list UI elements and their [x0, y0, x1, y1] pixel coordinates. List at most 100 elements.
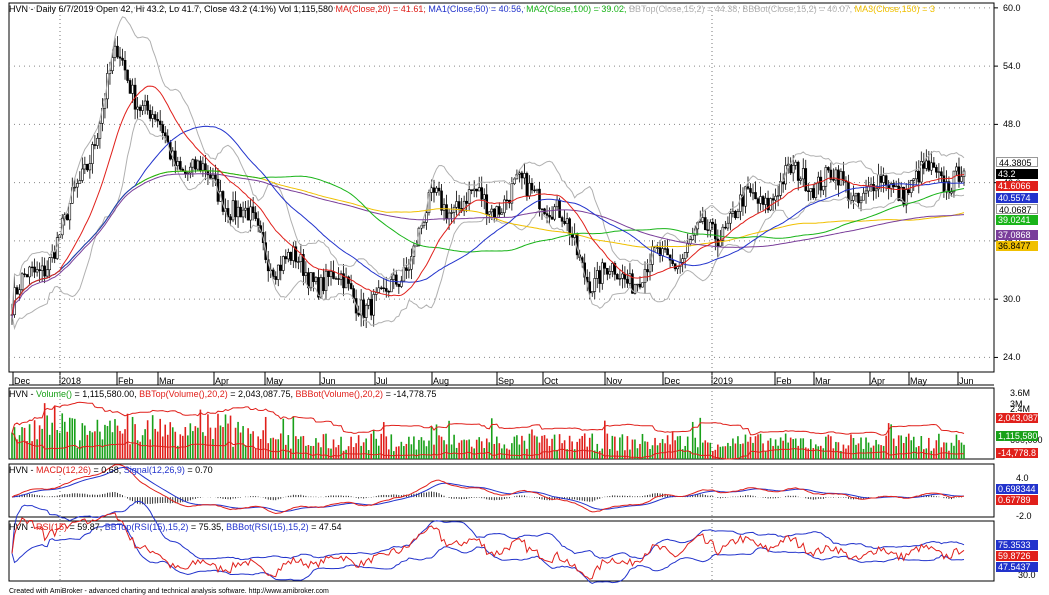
volume-bar — [207, 414, 209, 459]
candle-body — [372, 294, 376, 316]
candle-body — [889, 183, 893, 189]
volume-bar — [307, 444, 310, 459]
volume-bar — [342, 450, 345, 459]
volume-bar — [430, 426, 433, 459]
volume-bar — [902, 443, 905, 459]
volume-bar — [825, 436, 827, 459]
volume-bar — [94, 431, 96, 459]
candle-body — [638, 283, 642, 288]
volume-bar — [372, 430, 375, 459]
rsi-bbtop-line — [11, 500, 965, 561]
volume-bar — [227, 423, 229, 459]
candle-body — [809, 188, 813, 192]
volume-bar — [385, 436, 388, 459]
volume-bar — [787, 442, 789, 459]
volume-bar — [963, 444, 965, 459]
candle-body — [565, 218, 569, 224]
candle-body — [367, 298, 370, 306]
volume-bar — [900, 435, 903, 459]
candle-body — [435, 187, 438, 193]
volume-bar — [199, 409, 202, 459]
volume-bar — [322, 434, 325, 459]
volume-bar — [513, 436, 516, 459]
volume-bar — [511, 443, 513, 459]
volume-bar — [33, 420, 36, 459]
candle-body — [23, 273, 26, 275]
volume-bar — [232, 446, 234, 459]
volume-bar — [709, 442, 712, 459]
candle-body — [279, 264, 283, 271]
volume-bar — [217, 413, 219, 459]
candle-body — [706, 229, 710, 231]
candle-body — [776, 195, 780, 197]
volume-bar — [352, 447, 355, 459]
price-value-badge: 44.3805 — [996, 157, 1038, 167]
candle-body — [48, 257, 51, 271]
volume-bar — [312, 445, 315, 459]
volume-bar — [626, 436, 629, 459]
candle-body — [558, 199, 561, 218]
volume-bar — [701, 442, 704, 459]
candle-body — [744, 186, 747, 207]
volume-bar — [475, 439, 478, 459]
volume-bar — [400, 441, 403, 459]
volume-bar — [116, 425, 119, 459]
volume-bar — [234, 427, 237, 459]
candle-body — [447, 212, 451, 219]
price-y-tick-label: 54.0 — [1003, 61, 1021, 72]
candle-body — [917, 170, 921, 183]
volume-bar — [616, 450, 619, 459]
candle-body — [759, 196, 762, 204]
candle-body — [590, 291, 594, 294]
volume-bar — [247, 428, 249, 459]
volume-bar — [219, 425, 222, 459]
candle-body — [362, 299, 365, 318]
candle-body — [289, 252, 293, 261]
ma200-line — [11, 173, 965, 318]
volume-bar — [541, 435, 543, 459]
volume-bar — [149, 439, 151, 459]
volume-bar — [895, 446, 897, 459]
candle-body — [899, 186, 903, 201]
candle-body — [598, 270, 602, 284]
volume-y-tick-label: 2.4M — [1010, 404, 1031, 414]
candle-body — [138, 106, 142, 111]
x-tick-label: Mar — [159, 376, 175, 386]
volume-bar — [433, 444, 435, 459]
volume-header-segment: BBBot(Volume(),20,2) — [295, 389, 386, 399]
volume-bar — [89, 430, 91, 459]
candle-body — [528, 182, 531, 197]
candle-body — [234, 200, 237, 218]
volume-bar — [835, 441, 837, 459]
volume-bar — [131, 416, 134, 459]
candle-body — [392, 274, 396, 280]
volume-bar — [533, 435, 536, 459]
candle-body — [246, 207, 250, 221]
candle-body — [322, 277, 325, 291]
volume-bar — [686, 436, 689, 459]
candle-body — [15, 287, 19, 295]
candle-body — [332, 271, 335, 279]
volume-bar — [503, 444, 506, 459]
volume-bar — [254, 448, 257, 459]
price-header-segment: MA2(Close,100) = 39.02, — [526, 4, 629, 14]
candle-body — [560, 217, 564, 222]
volume-bar — [272, 437, 275, 459]
volume-bar — [357, 435, 360, 459]
candle-body — [595, 270, 599, 279]
volume-bar — [679, 435, 681, 459]
volume-bar — [418, 439, 420, 459]
vol-bbtop-line — [11, 401, 965, 436]
volume-bar — [151, 415, 154, 459]
candle-body — [724, 226, 727, 229]
candle-body — [342, 273, 345, 289]
candle-body — [847, 181, 850, 201]
volume-bar — [390, 434, 393, 459]
volume-bar — [887, 423, 890, 459]
volume-bar — [890, 424, 892, 459]
volume-bar — [264, 416, 267, 459]
volume-bar — [320, 447, 322, 459]
volume-bar — [129, 444, 131, 459]
volume-bar — [629, 449, 631, 459]
